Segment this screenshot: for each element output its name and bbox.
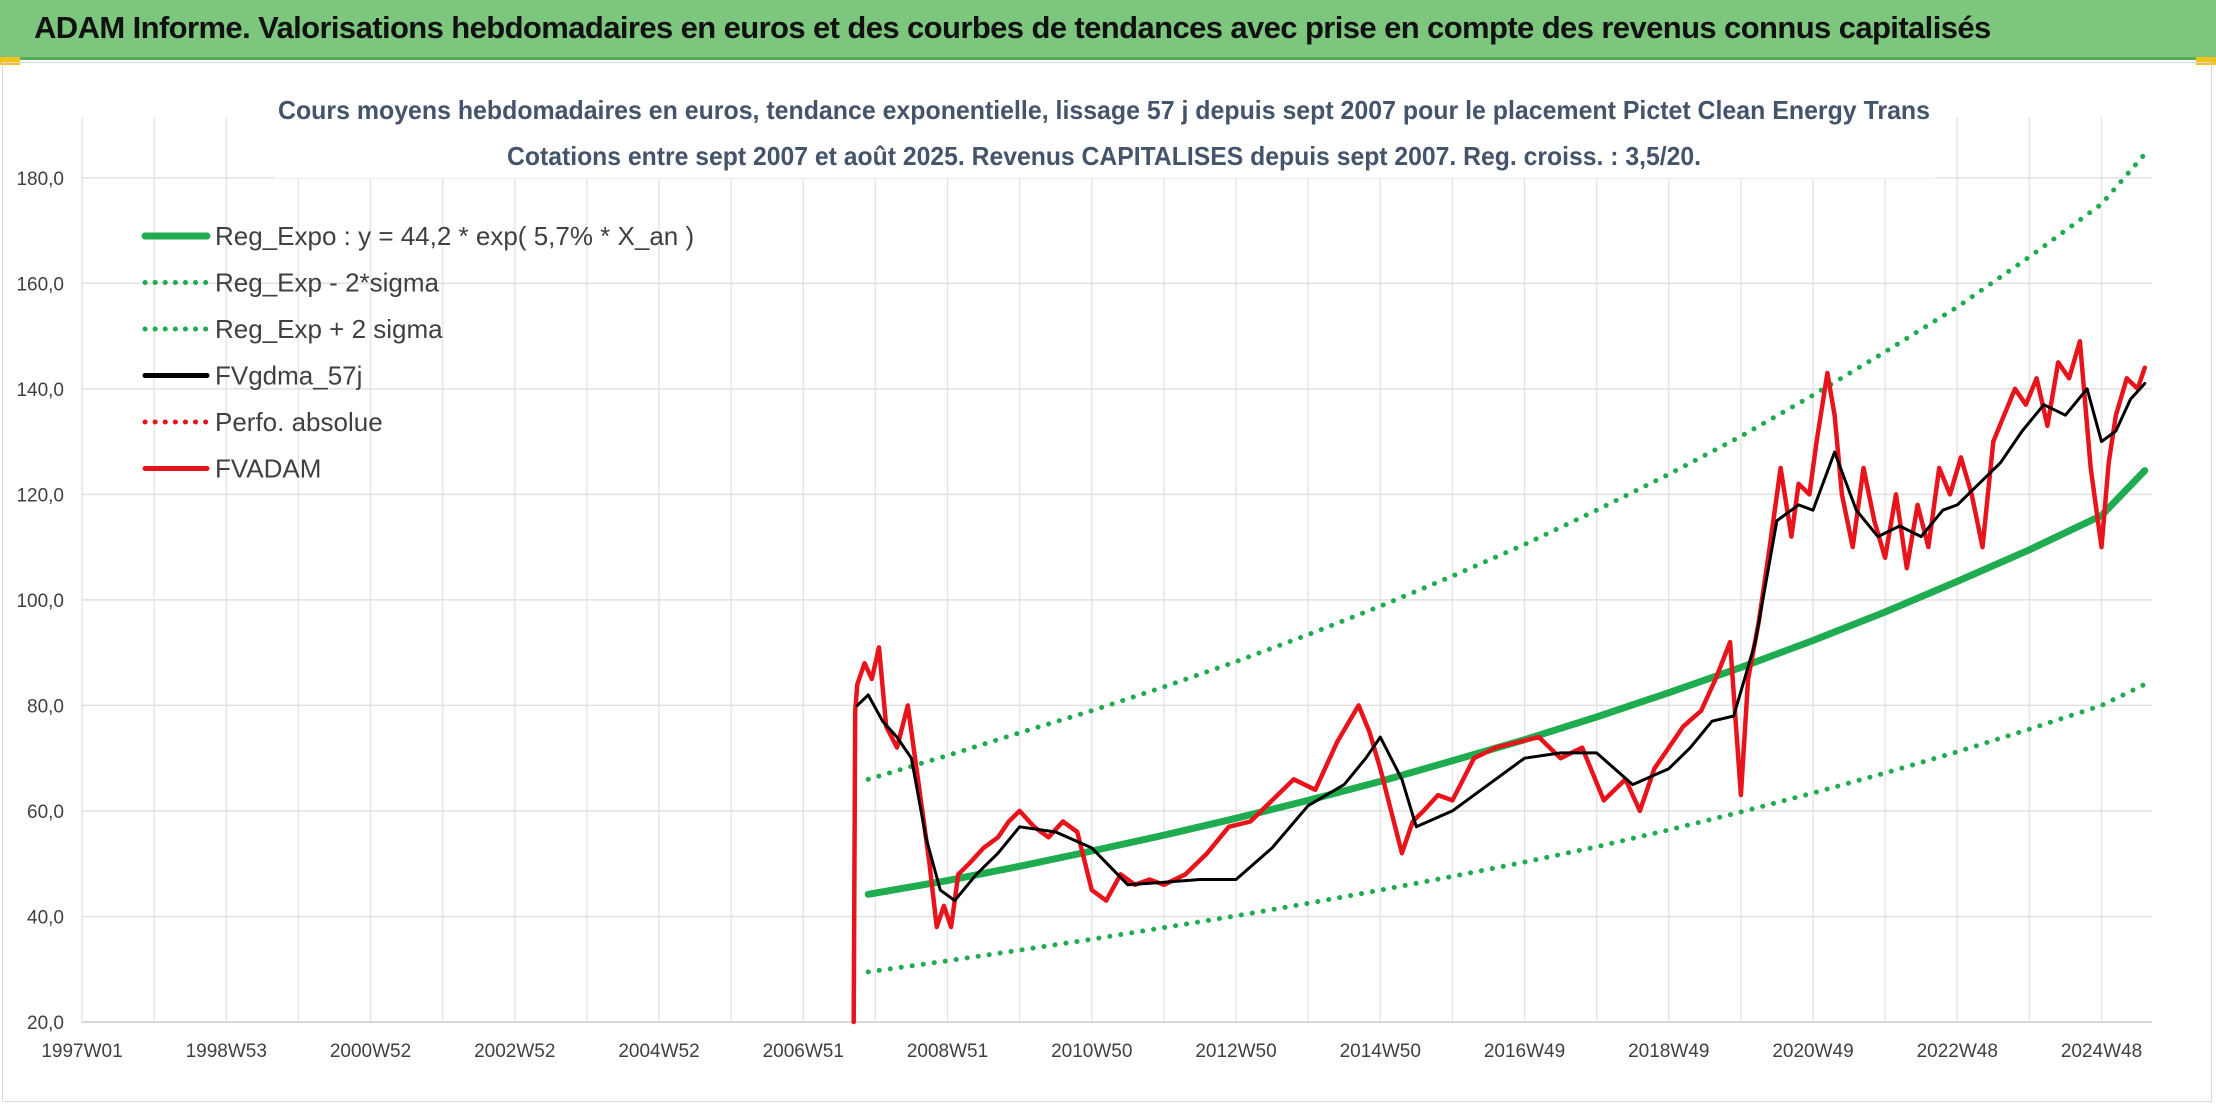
- x-tick-label: 1998W53: [186, 1041, 267, 1062]
- legend-label: Perfo. absolue: [215, 407, 383, 437]
- chart-legend: Reg_Expo : y = 44,2 * exp( 5,7% * X_an )…: [141, 221, 694, 484]
- x-tick-label: 2012W50: [1195, 1041, 1276, 1062]
- report-title: ADAM Informe. Valorisations hebdomadaire…: [34, 10, 1991, 45]
- series-line-3: [855, 382, 2147, 903]
- corner-marker-left: [0, 57, 20, 65]
- x-tick-label: 2018W49: [1628, 1041, 1709, 1062]
- legend-label: FVgdma_57j: [215, 361, 362, 391]
- chart-subtitle: Cotations entre sept 2007 et août 2025. …: [507, 141, 1701, 171]
- x-tick-label: 2002W52: [474, 1041, 555, 1062]
- x-tick-label: 2022W48: [1917, 1041, 1998, 1062]
- y-tick-label: 140,0: [16, 380, 64, 401]
- legend-label: FVADAM: [215, 454, 321, 484]
- x-tick-label: 2004W52: [618, 1041, 699, 1062]
- x-tick-label: 2010W50: [1051, 1041, 1132, 1062]
- y-tick-label: 120,0: [16, 485, 64, 506]
- x-tick-label: 2006W51: [763, 1041, 844, 1062]
- x-tick-label: 2008W51: [907, 1041, 988, 1062]
- y-tick-label: 160,0: [16, 274, 64, 295]
- y-tick-label: 80,0: [27, 696, 64, 717]
- y-tick-label: 60,0: [27, 802, 64, 823]
- y-tick-label: 40,0: [27, 907, 64, 928]
- y-tick-label: 100,0: [16, 591, 64, 612]
- x-tick-label: 2016W49: [1484, 1041, 1565, 1062]
- chart-titles: Cours moyens hebdomadaires en euros, ten…: [275, 88, 1935, 178]
- series-line-1: [865, 681, 2148, 975]
- legend-label: Reg_Expo : y = 44,2 * exp( 5,7% * X_an ): [215, 221, 694, 251]
- legend-label: Reg_Exp - 2*sigma: [215, 268, 440, 298]
- chart-axes: 20,0 40,0 60,0 80,0 100,0 120,0 140,0 160,0 180,…: [16, 169, 2152, 1062]
- chart-frame: [2, 62, 2212, 1102]
- y-tick-label: 180,0: [16, 169, 64, 190]
- x-tick-label: 2024W48: [2061, 1041, 2142, 1062]
- chart-grid: [81, 117, 2152, 1023]
- x-tick-label: 2014W50: [1340, 1041, 1421, 1062]
- corner-marker-right: [2196, 57, 2216, 65]
- chart-series: [851, 151, 2149, 1025]
- x-tick-label: 2000W52: [330, 1041, 411, 1062]
- series-line-2: [865, 151, 2148, 782]
- series-line-5: [851, 339, 2148, 1025]
- x-tick-label: 1997W01: [41, 1041, 122, 1062]
- chart-title: Cours moyens hebdomadaires en euros, ten…: [278, 95, 1930, 125]
- x-tick-label: 2020W49: [1772, 1041, 1853, 1062]
- series-line-0: [864, 467, 2149, 898]
- y-tick-label: 20,0: [27, 1013, 64, 1034]
- report-banner: ADAM Informe. Valorisations hebdomadaire…: [0, 0, 2216, 60]
- legend-label: Reg_Exp + 2 sigma: [215, 314, 443, 344]
